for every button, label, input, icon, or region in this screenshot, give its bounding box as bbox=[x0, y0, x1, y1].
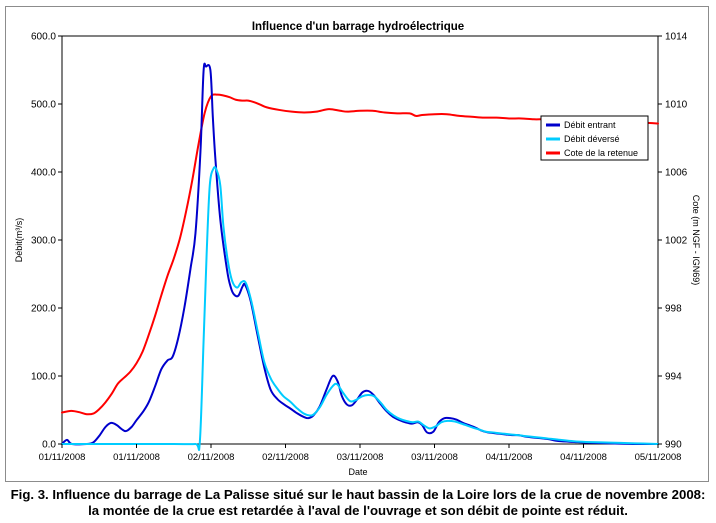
x-axis-label: Date bbox=[348, 467, 367, 477]
x-tick-label: 01/11/2008 bbox=[39, 452, 86, 463]
chart-title: Influence d'un barrage hydroélectrique bbox=[252, 21, 464, 33]
x-tick-label: 02/11/2008 bbox=[188, 452, 235, 463]
legend-label-cote-retenue: Cote de la retenue bbox=[564, 148, 638, 158]
y-left-tick-label: 400.0 bbox=[31, 168, 56, 179]
y-left-tick-label: 100.0 bbox=[31, 372, 56, 383]
chart-svg: Influence d'un barrage hydroélectrique 0… bbox=[14, 21, 701, 477]
y-left-tick-label: 0.0 bbox=[42, 440, 56, 451]
plot-area bbox=[61, 35, 659, 445]
x-tick-label: 03/11/2008 bbox=[411, 452, 458, 463]
series-line-cote-retenue bbox=[61, 93, 659, 416]
x-tick-label: 04/11/2008 bbox=[486, 452, 533, 463]
figure-caption-line-2: la montée de la crue est retardée à l'av… bbox=[88, 503, 628, 518]
x-tick-label: 02/11/2008 bbox=[262, 452, 309, 463]
x-tick-label: 04/11/2008 bbox=[560, 452, 607, 463]
figure-caption-line-1: Fig. 3. Influence du barrage de La Palis… bbox=[10, 487, 706, 502]
x-tick-label: 01/11/2008 bbox=[113, 452, 160, 463]
legend-label-debit-entrant: Débit entrant bbox=[564, 120, 616, 130]
y-left-tick-label: 300.0 bbox=[31, 236, 56, 247]
series-line-debit-deverse bbox=[61, 166, 659, 451]
axes-layer: 0.0 100.0 200.0 300.0 400.0 500.0 600.0 990 994 9… bbox=[31, 32, 688, 464]
y-axis-left-label: Débit(m³/s) bbox=[14, 218, 24, 263]
y-right-tick-label: 994 bbox=[665, 372, 682, 383]
y-right-tick-label: 990 bbox=[665, 440, 682, 451]
y-right-tick-label: 1006 bbox=[665, 168, 688, 179]
y-left-tick-label: 500.0 bbox=[31, 100, 56, 111]
y-right-tick-label: 1010 bbox=[665, 100, 688, 111]
legend-label-debit-deverse: Débit déversé bbox=[564, 134, 620, 144]
legend: Débit entrant Débit déversé Cote de la r… bbox=[540, 115, 649, 161]
x-tick-label: 03/11/2008 bbox=[337, 452, 384, 463]
y-right-tick-label: 1002 bbox=[665, 236, 688, 247]
y-right-tick-label: 1014 bbox=[665, 32, 688, 43]
series-layer bbox=[61, 62, 659, 451]
y-axis-right-label: Cote (m NGF - IGN69) bbox=[691, 195, 701, 286]
y-left-tick-label: 600.0 bbox=[31, 32, 56, 43]
x-tick-label: 05/11/2008 bbox=[635, 452, 682, 463]
y-left-tick-label: 200.0 bbox=[31, 304, 56, 315]
y-right-tick-label: 998 bbox=[665, 304, 682, 315]
